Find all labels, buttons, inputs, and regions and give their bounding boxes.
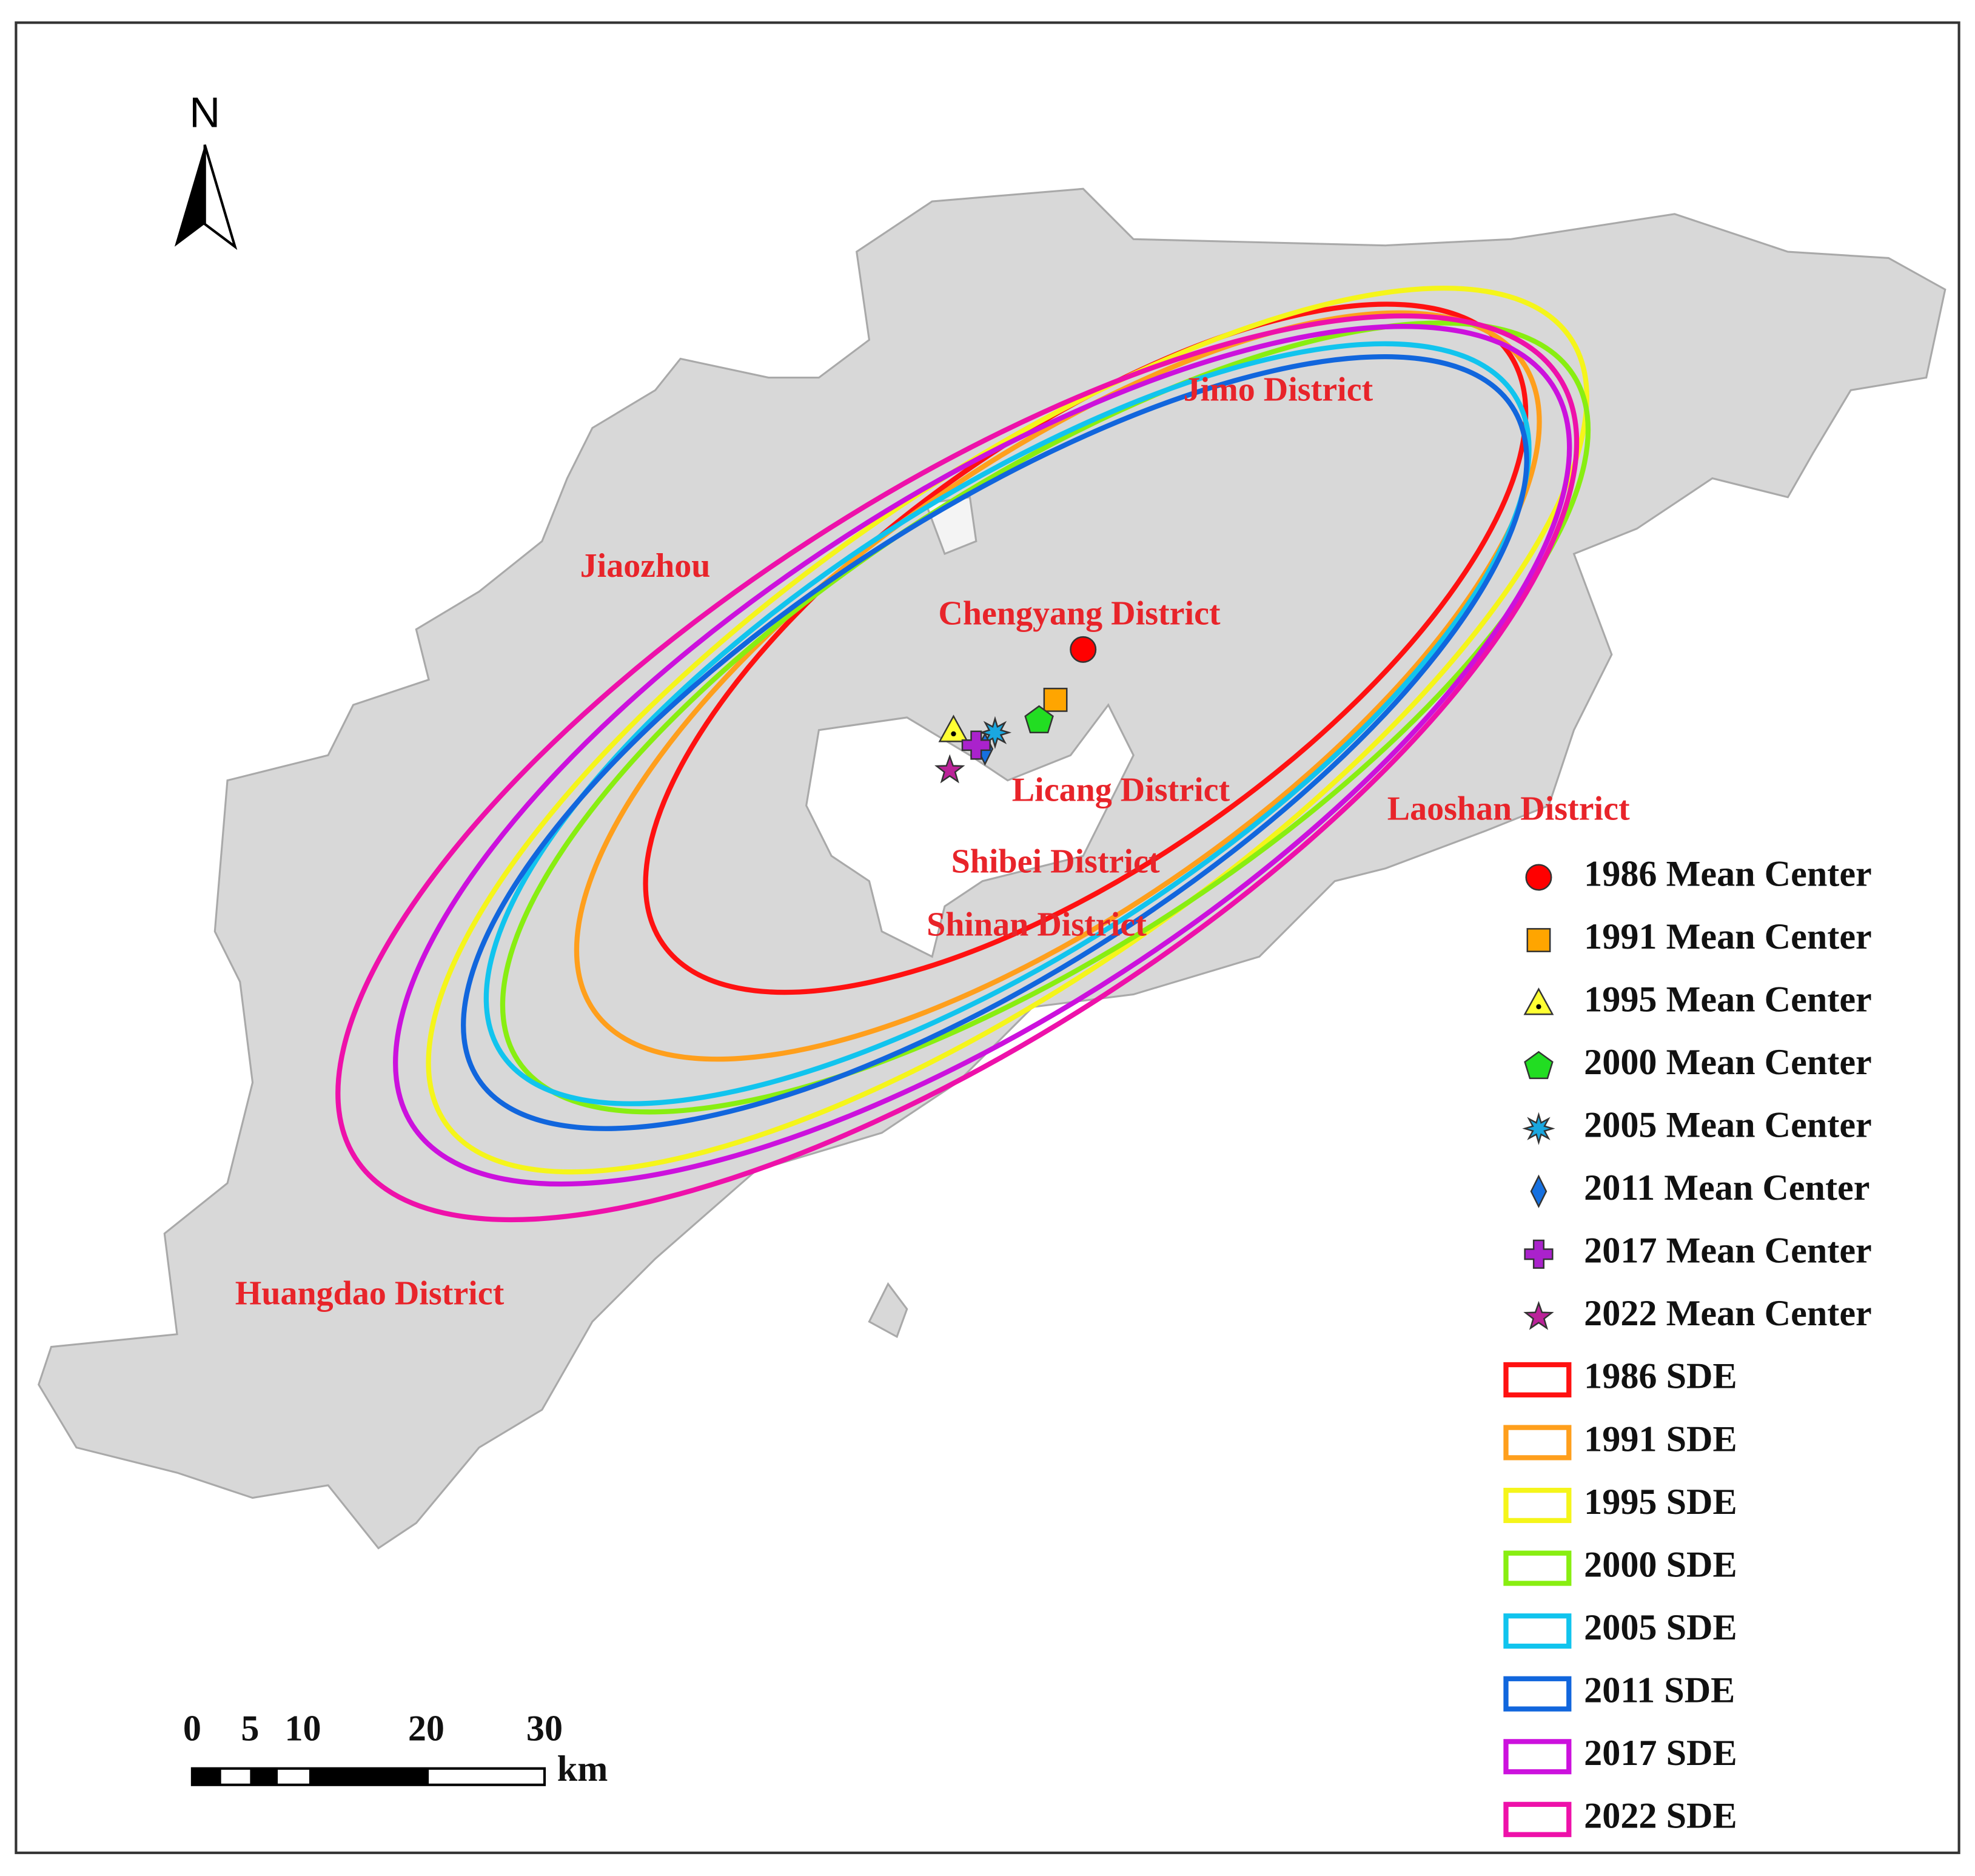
sde-ellipses <box>335 285 1591 1223</box>
district-labels: Jimo District Jiaozhou Chengyang District L… <box>235 371 1630 1312</box>
center-marker <box>1526 928 1551 952</box>
legend-label: 1995 SDE <box>1584 1482 1737 1522</box>
legend-label: 1986 Mean Center <box>1584 853 1872 894</box>
center-marker <box>1522 1112 1555 1145</box>
sde-ellipse <box>461 354 1529 1131</box>
north-label: N <box>189 89 220 136</box>
scale-label: 20 <box>408 1708 444 1749</box>
center-dot <box>1536 1004 1541 1009</box>
legend-swatch <box>1503 1362 1572 1397</box>
sde-ellipse <box>393 324 1572 1187</box>
sde-ellipse <box>426 285 1589 1175</box>
legend-label: 2011 Mean Center <box>1584 1168 1869 1208</box>
scale-bar-segment <box>309 1768 429 1785</box>
legend-label: 1991 Mean Center <box>1584 916 1872 957</box>
legend-label: 2022 Mean Center <box>1584 1293 1872 1334</box>
legend-label: 2000 Mean Center <box>1584 1042 1872 1083</box>
legend-swatch <box>1503 1739 1572 1775</box>
district-label: Chengyang District <box>938 595 1221 633</box>
district-label: Shinan District <box>927 906 1147 943</box>
scale-label: 5 <box>241 1708 259 1749</box>
center-marker <box>1043 687 1068 712</box>
mean-centers <box>934 636 1097 784</box>
legend-swatch <box>1503 1676 1572 1712</box>
legend-label: 1995 Mean Center <box>1584 979 1872 1020</box>
center-marker <box>1523 1300 1554 1330</box>
district-label: Huangdao District <box>235 1274 505 1312</box>
center-marker <box>961 730 991 760</box>
legend-swatch <box>1503 1801 1572 1837</box>
legend-swatch <box>1503 1550 1572 1586</box>
district-label: Jimo District <box>1184 371 1373 408</box>
center-marker <box>1524 1051 1554 1080</box>
legend-label: 1991 SDE <box>1584 1419 1737 1459</box>
legend-label: 2017 SDE <box>1584 1733 1737 1773</box>
legend-label: 2017 Mean Center <box>1584 1231 1872 1271</box>
district-label: Shibei District <box>951 843 1160 881</box>
legend-label: 2011 SDE <box>1584 1670 1735 1711</box>
scale-label: 30 <box>526 1708 563 1749</box>
scale-unit: km <box>557 1749 608 1789</box>
district-label: Jiaozhou <box>580 547 711 585</box>
center-marker <box>1523 987 1554 1015</box>
legend: 1986 Mean Center 1991 Mean Center 1995 Mea… <box>1503 853 1872 1837</box>
center-marker <box>1070 636 1097 663</box>
scale-bar-segment <box>192 1768 221 1785</box>
center-marker <box>1524 1239 1554 1269</box>
sde-ellipse <box>483 341 1532 1106</box>
center-marker <box>1024 705 1054 734</box>
sde-ellipse <box>643 301 1529 995</box>
district-label: Laoshan District <box>1387 790 1630 827</box>
legend-label: 1986 SDE <box>1584 1356 1737 1397</box>
center-marker <box>934 754 965 784</box>
legend-label: 2005 SDE <box>1584 1607 1737 1648</box>
scale-label: 0 <box>183 1708 201 1749</box>
legend-swatch <box>1503 1425 1572 1461</box>
sde-ellipse <box>335 313 1580 1223</box>
scale-label: 10 <box>284 1708 321 1749</box>
legend-label: 2000 SDE <box>1584 1544 1737 1585</box>
center-dot <box>951 731 956 737</box>
center-marker <box>1530 1174 1547 1208</box>
district-label: Licang District <box>1012 771 1230 809</box>
legend-swatch <box>1503 1487 1572 1524</box>
scale-bar-segment <box>250 1768 278 1785</box>
center-marker <box>1525 864 1552 891</box>
center-marker <box>938 714 969 742</box>
legend-swatch <box>1503 1613 1572 1649</box>
legend-label: 2005 Mean Center <box>1584 1104 1872 1145</box>
legend-label: 2022 SDE <box>1584 1796 1737 1837</box>
